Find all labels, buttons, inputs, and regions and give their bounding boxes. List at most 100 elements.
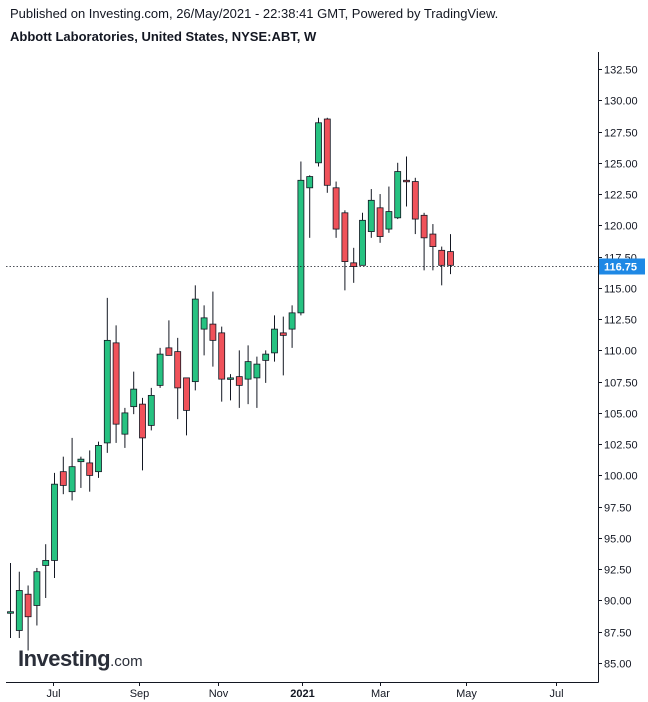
candle — [235, 350, 243, 408]
candle-body-down — [420, 214, 428, 239]
y-tick-label: 110.00 — [604, 346, 637, 358]
candle — [385, 186, 393, 233]
candle — [306, 175, 314, 238]
candle — [376, 194, 384, 243]
candle — [156, 347, 164, 388]
y-tick-label: 125.00 — [604, 159, 638, 171]
candle — [174, 337, 182, 420]
candle — [315, 117, 322, 167]
candle-body-down — [411, 181, 419, 220]
price-axis[interactable]: 85.00 87.50 90.00 92.50 95.00 97.50 100.00 102.… — [598, 65, 638, 671]
candle — [403, 156, 410, 207]
time-axis[interactable]: Jul Sep Nov 2021 Mar May Jul — [46, 682, 564, 700]
candle — [411, 177, 419, 235]
x-tick-label: Mar — [371, 688, 390, 700]
candle — [121, 407, 129, 448]
candle-body-down — [165, 347, 173, 356]
candle-body-up — [244, 361, 252, 380]
candle — [86, 450, 94, 492]
candle-body-up — [103, 339, 111, 444]
candle-body-down — [59, 471, 67, 486]
candle-body-up — [315, 122, 322, 164]
candle-body-down — [350, 262, 358, 267]
candle — [15, 571, 23, 638]
candle — [147, 387, 155, 431]
candle-body-down — [279, 332, 287, 336]
candle-body-down — [403, 179, 410, 183]
candle — [130, 371, 138, 415]
y-tick-label: 100.00 — [604, 471, 638, 483]
y-tick-label: 120.00 — [604, 221, 638, 233]
candle — [227, 374, 234, 401]
candle-body-up — [147, 394, 155, 426]
y-tick-label: 130.00 — [604, 96, 638, 108]
y-tick-label: 90.00 — [604, 596, 632, 608]
logo-brand: Investing — [18, 646, 111, 671]
candle — [244, 345, 252, 405]
candle-body-up — [33, 571, 41, 606]
candle — [341, 210, 349, 291]
last-price-label: 116.75 — [604, 262, 637, 274]
candle — [183, 377, 190, 436]
candle — [77, 456, 85, 488]
candle — [112, 325, 120, 443]
candle-body-up — [200, 317, 208, 330]
candle-body-down — [174, 351, 182, 389]
y-tick-label: 85.00 — [604, 659, 632, 671]
candle-body-down — [332, 187, 340, 230]
candle-body-down — [139, 403, 146, 439]
candle — [59, 456, 67, 495]
candle-body-down — [376, 207, 384, 237]
candle — [253, 356, 261, 408]
candle — [103, 297, 111, 453]
plot-frame — [6, 52, 599, 683]
candle-body-up — [385, 211, 393, 230]
candle — [359, 212, 366, 266]
candle-body-down — [235, 376, 243, 386]
candle-body-up — [130, 388, 138, 408]
candle — [394, 162, 402, 220]
y-tick-label: 92.50 — [604, 565, 632, 577]
candle — [218, 326, 226, 402]
candle-body-up — [253, 363, 261, 379]
candle-body-up — [156, 353, 164, 386]
candle — [191, 285, 199, 391]
candle-body-up — [191, 298, 199, 383]
candle-body-up — [51, 483, 58, 561]
x-tick-label: Jul — [46, 688, 60, 700]
candle-body-down — [429, 233, 437, 247]
candle — [33, 567, 41, 626]
candle — [332, 181, 340, 238]
y-tick-label: 107.50 — [604, 378, 638, 390]
y-tick-label: 95.00 — [604, 534, 632, 546]
candle-body-up — [42, 560, 50, 566]
candle — [323, 117, 331, 193]
candle-body-down — [24, 593, 32, 618]
candle-body-up — [77, 458, 85, 463]
x-tick-label: Sep — [130, 688, 150, 700]
x-tick-label: May — [456, 688, 477, 700]
candle — [24, 585, 32, 651]
candle-body-up — [359, 219, 366, 266]
candle-body-down — [218, 332, 226, 380]
candle-body-down — [323, 118, 331, 186]
candle-body-up — [227, 377, 234, 380]
candle — [51, 472, 58, 578]
last-price-marker: 116.75 — [599, 258, 645, 275]
candle — [165, 320, 173, 356]
candle — [297, 161, 305, 316]
x-tick-label: Jul — [549, 688, 563, 700]
candle — [95, 441, 102, 478]
candle-body-down — [209, 323, 217, 341]
candle — [42, 544, 50, 598]
y-tick-label: 115.00 — [604, 284, 637, 296]
candle-body-up — [288, 312, 296, 330]
candle-body-down — [112, 342, 120, 425]
candle — [68, 437, 76, 501]
y-tick-label: 97.50 — [604, 503, 632, 515]
y-tick-label: 112.50 — [604, 315, 637, 327]
candle-body-down — [341, 212, 349, 262]
y-tick-label: 122.50 — [604, 190, 638, 202]
candle — [447, 234, 454, 275]
